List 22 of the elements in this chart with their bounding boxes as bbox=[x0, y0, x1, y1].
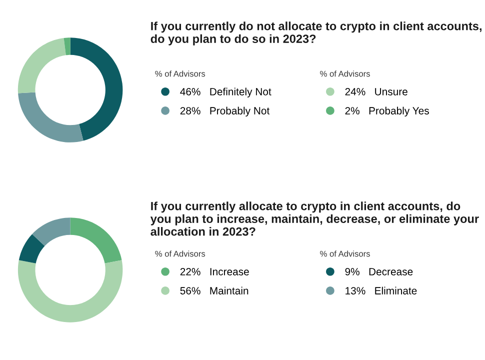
chart-title: If you currently allocate to crypto in client accounts, do you plan to increase, maintain, decrease, or eliminate your allocation in 2023? bbox=[150, 202, 479, 236]
donut-slice bbox=[18, 234, 45, 264]
legend-title: % of Advisors bbox=[155, 250, 206, 257]
donut-slice bbox=[70, 38, 123, 141]
donut-slice bbox=[32, 218, 70, 246]
donut-slice bbox=[70, 218, 122, 264]
chart-title: If you currently do not allocate to crypto in client accounts, do you plan to do so in 2023? bbox=[150, 22, 482, 46]
legend-label: 13% Eliminate bbox=[346, 286, 417, 294]
legend-label: 24% Unsure bbox=[345, 88, 408, 96]
text: % of Advisors bbox=[320, 250, 370, 257]
legend-label: 56% Maintain bbox=[180, 286, 248, 294]
legend-title: % of Advisors bbox=[155, 70, 206, 77]
text: % of Advisors bbox=[320, 70, 370, 77]
donut-slice bbox=[18, 92, 84, 142]
donut-slice bbox=[18, 38, 66, 94]
legend-label: 2% Probably Yes bbox=[345, 106, 429, 117]
donut-slice bbox=[18, 260, 123, 322]
legend-label: 28% Probably Not bbox=[180, 106, 270, 117]
legend-label: 22% Increase bbox=[180, 268, 249, 276]
donut-slice bbox=[64, 38, 70, 56]
legend-label: 46% Definitely Not bbox=[180, 88, 272, 98]
legend-label: 9% Decrease bbox=[345, 268, 413, 276]
